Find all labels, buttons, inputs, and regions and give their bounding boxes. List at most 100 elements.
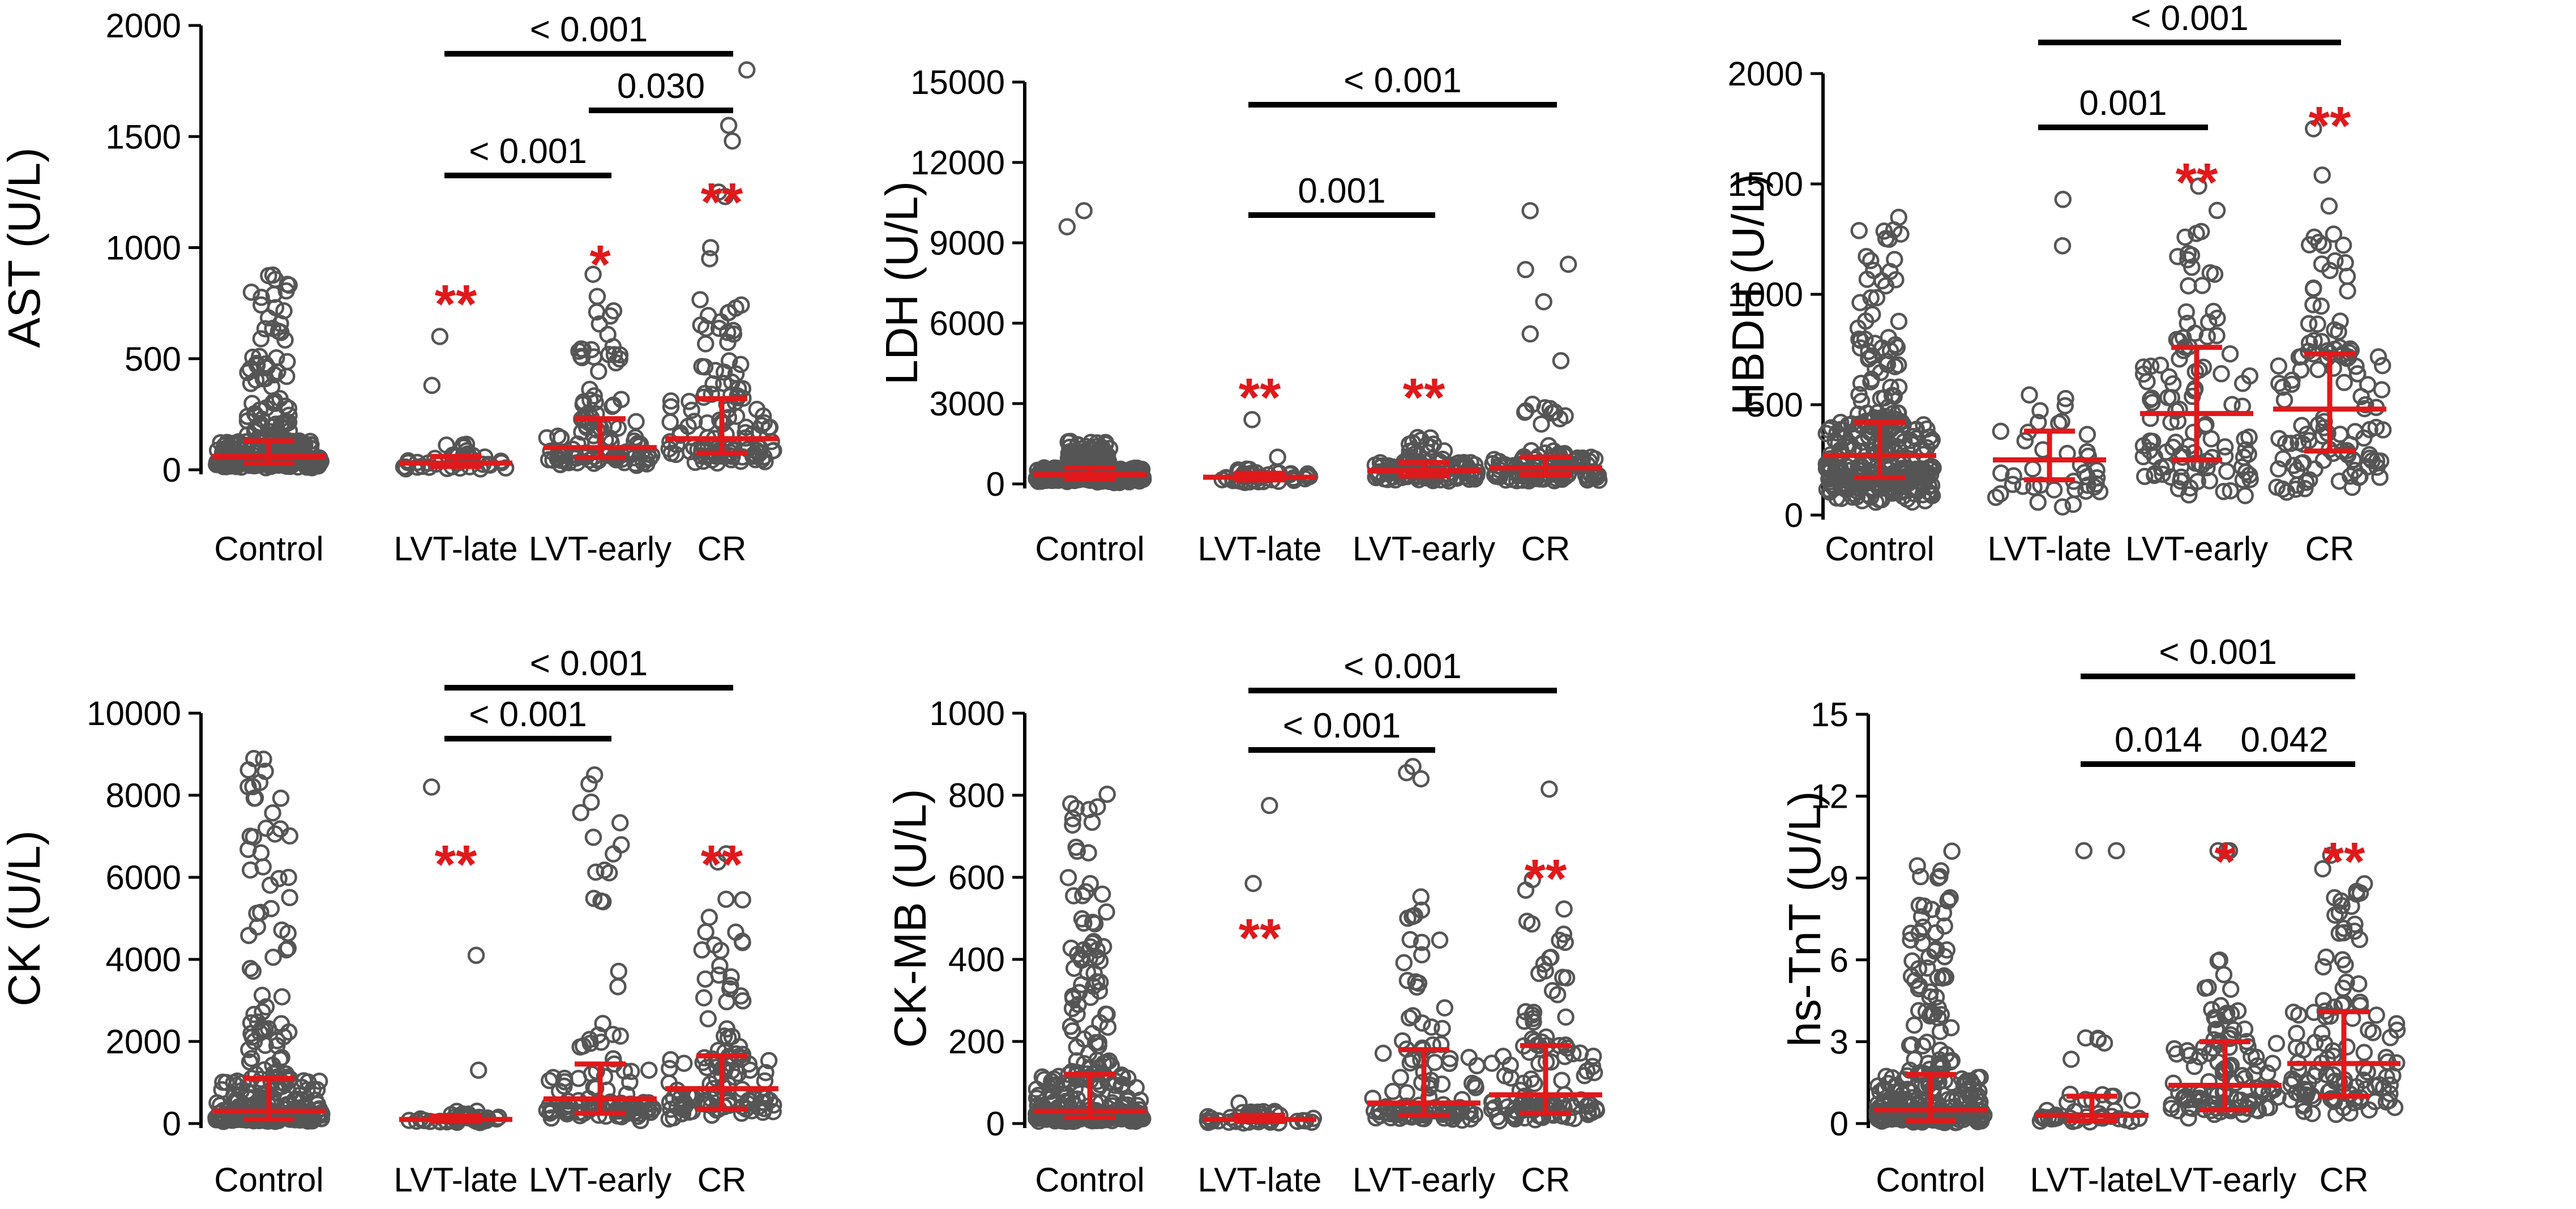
p-value-label: < 0.001: [469, 132, 587, 171]
data-point: [1028, 1081, 1046, 1098]
outlier-point: [720, 117, 738, 134]
data-point: [2370, 1076, 2388, 1094]
data-point: [544, 451, 562, 469]
data-point: [572, 804, 589, 821]
data-point: [2077, 1029, 2095, 1047]
data-point: [2310, 234, 2327, 251]
data-point: [2166, 1040, 2183, 1058]
data-point: [1423, 1018, 1440, 1036]
y-tick-label: 15: [1811, 696, 1848, 734]
data-point: [2306, 1034, 2324, 1051]
data-point: [2024, 460, 2042, 478]
y-axis-title: hs-TnT (U/L): [1779, 791, 1830, 1047]
data-point: [2274, 378, 2292, 396]
data-point: [708, 1084, 726, 1101]
data-point: [2091, 483, 2109, 500]
data-point: [2241, 367, 2259, 385]
p-value-label: < 0.001: [1343, 61, 1462, 100]
data-point: [1063, 1000, 1081, 1018]
data-point: [1876, 1081, 1894, 1098]
data-point: [2270, 430, 2288, 448]
data-point: [1064, 810, 1082, 828]
data-point: [1028, 1090, 1046, 1107]
outlier-point: [1552, 352, 1570, 370]
outlier-point: [2218, 842, 2236, 860]
data-point: [2361, 449, 2379, 467]
data-point: [264, 948, 282, 966]
data-point: [662, 398, 680, 416]
data-point: [2333, 897, 2351, 915]
data-point: [1424, 435, 1443, 453]
data-point: [281, 827, 299, 845]
outlier-point: [2190, 177, 2207, 195]
outlier-point: [1058, 218, 1076, 235]
data-point: [2056, 397, 2074, 415]
data-point: [734, 933, 751, 951]
data-point: [1838, 457, 1856, 475]
x-category-label: LVT-early: [529, 530, 671, 568]
data-point: [1381, 1105, 1399, 1123]
data-point: [1398, 1084, 1416, 1101]
data-point: [2346, 915, 2364, 933]
data-point: [2357, 396, 2374, 414]
data-point: [2212, 997, 2230, 1015]
data-point: [1064, 1112, 1082, 1130]
data-point: [732, 355, 750, 374]
data-point: [1434, 1019, 1451, 1037]
data-point: [2202, 430, 2220, 448]
data-point: [272, 790, 290, 807]
data-point: [662, 1051, 679, 1069]
data-point: [1508, 462, 1525, 480]
significance-stars: **: [1525, 848, 1567, 909]
data-point: [640, 1061, 658, 1079]
p-value-label: < 0.001: [2159, 633, 2277, 672]
data-point: [2045, 481, 2063, 499]
series-control: [207, 749, 331, 1130]
data-point: [2304, 1090, 2322, 1108]
data-point: [1523, 915, 1541, 933]
x-category-label: LVT-early: [2154, 1161, 2296, 1199]
data-point: [2322, 846, 2340, 864]
data-point: [594, 893, 612, 911]
data-point: [2309, 315, 2326, 333]
data-point: [1106, 1077, 1124, 1094]
data-point: [2295, 1103, 2313, 1120]
outlier-point: [1398, 764, 1415, 782]
data-point: [2179, 251, 2197, 269]
data-point: [661, 413, 679, 431]
outlier-point: [738, 61, 756, 79]
data-point: [254, 370, 272, 388]
y-tick-label: 6000: [930, 305, 1005, 342]
data-point: [252, 330, 270, 348]
data-point: [270, 869, 288, 888]
data-point: [2169, 248, 2186, 265]
data-point: [555, 1077, 573, 1095]
data-point: [2351, 468, 2369, 486]
data-point: [2218, 462, 2236, 481]
data-point: [2172, 468, 2190, 486]
series-cr: [1483, 780, 1606, 1130]
outlier-point: [469, 1061, 487, 1079]
data-point: [1854, 433, 1872, 451]
data-point: [718, 993, 735, 1011]
data-point: [1817, 425, 1835, 443]
data-point: [2095, 1034, 2113, 1052]
data-point: [2282, 1091, 2300, 1109]
data-point: [1537, 962, 1554, 980]
data-point: [722, 968, 740, 986]
series-lvt-late: [1203, 411, 1319, 491]
data-point: [1868, 289, 1886, 307]
data-point: [727, 365, 745, 383]
data-point: [1408, 978, 1426, 996]
data-point: [244, 962, 262, 980]
series-cr: [1484, 202, 1608, 490]
chart-panel-2: 0 3000 6000 9000 12000 15000 LDH (U/L) Control L…: [876, 61, 1608, 568]
data-point: [251, 774, 269, 791]
data-point: [2346, 923, 2364, 940]
series-lvt-late: [2031, 842, 2149, 1131]
data-point: [1852, 374, 1870, 392]
data-point: [605, 845, 622, 863]
outlier-point: [2054, 191, 2072, 208]
series-cr: [660, 61, 782, 472]
data-point: [1862, 373, 1880, 391]
